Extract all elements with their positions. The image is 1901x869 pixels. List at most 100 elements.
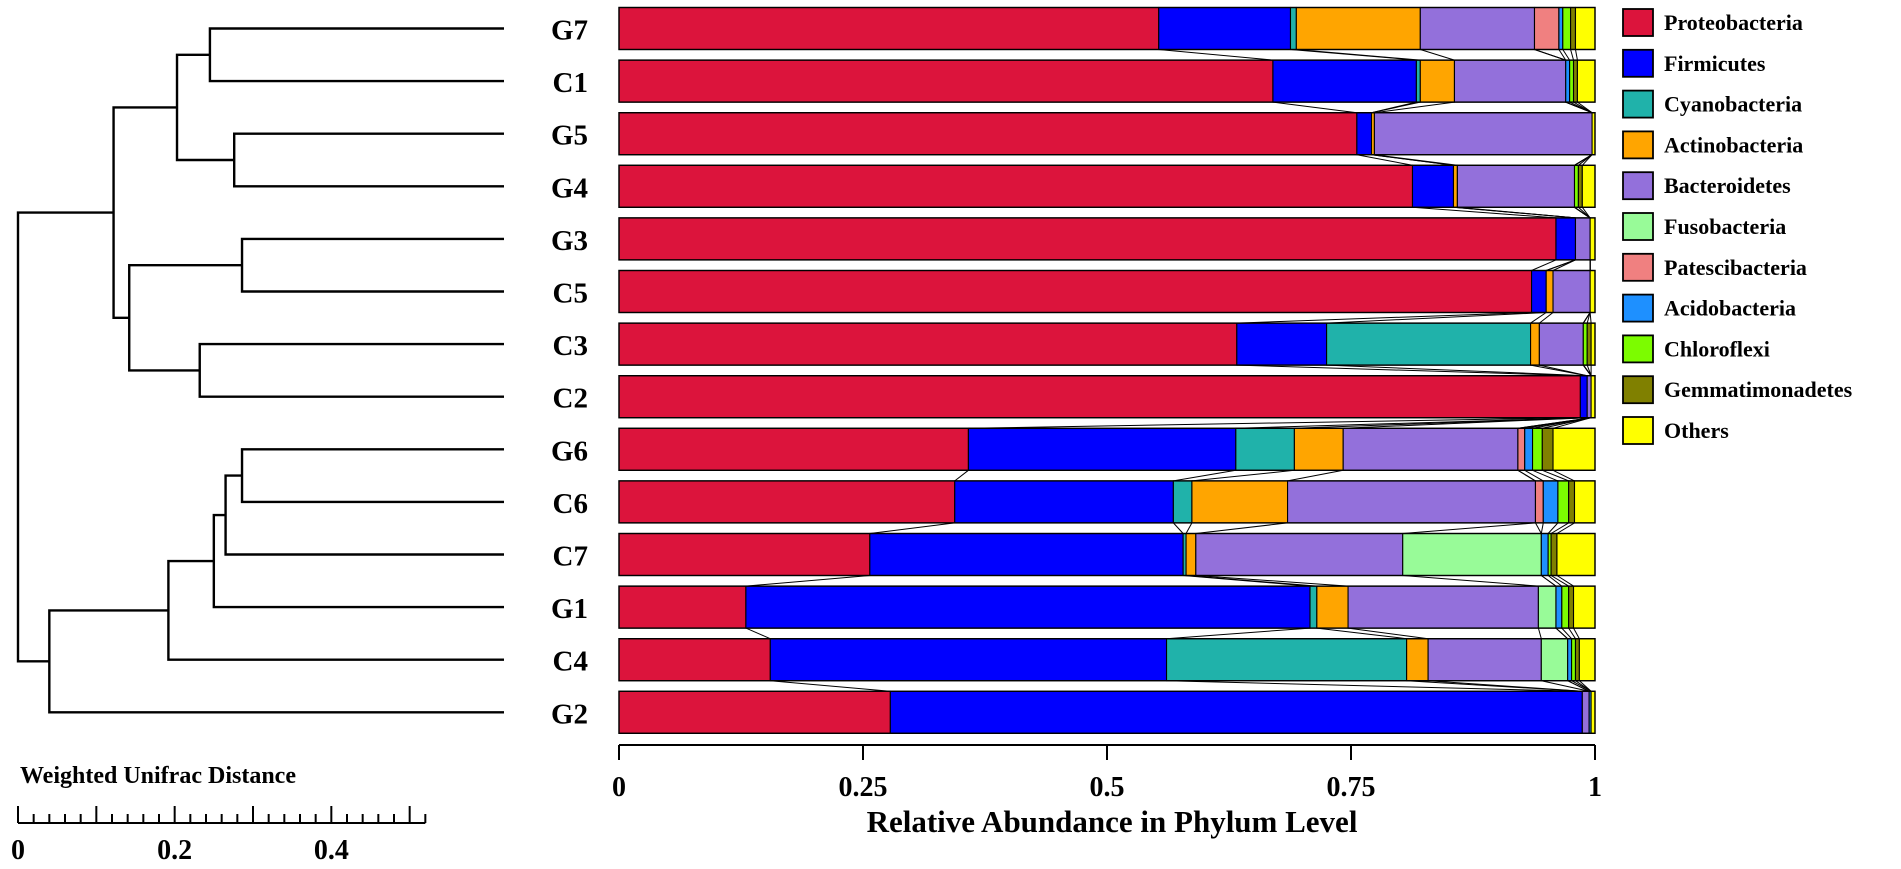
connector-line [1316,627,1407,640]
bar-segment-C6-acidobacteria [1542,480,1559,524]
connector-line [1552,417,1592,429]
connector-line [1374,154,1458,166]
bar-segment-C5-firmicutes [1531,269,1547,314]
bar-segment-G2-firmicutes [889,690,1583,734]
bar-segment-C2-firmicutes [1579,375,1588,419]
connector-line [1236,364,1581,377]
bar-outline-C6 [618,480,1596,524]
connector-line [1296,49,1421,61]
bar-segment-G1-others [1572,585,1596,629]
legend-label-bacteroidetes: Bacteroidetes [1664,173,1791,198]
connector-line [869,522,955,534]
bar-segment-G1-cyanobacteria [1309,585,1318,629]
x-tick-label: 1 [1588,772,1602,803]
sample-labels: G7 C1 G5 G4 G3 C5 C3 C2 G6 C6 C7 G1 C4 G2 [551,15,588,731]
bar-segment-G4-gemmatimonadetes [1577,164,1583,208]
connector-line [1191,469,1295,482]
bar-segment-C7-bacteroidetes [1195,532,1404,577]
bar-segment-G6-acidobacteria [1524,427,1534,471]
bar-segment-G7-chloroflexi [1562,6,1572,51]
sample-label-C1: C1 [553,67,588,99]
sample-label-G3: G3 [551,225,588,257]
legend-label-gemmatimonadetes: Gemmatimonadetes [1664,377,1853,402]
bar-segment-C2-proteobacteria [618,375,1581,419]
tree-axis-title: Weighted Unifrac Distance [20,763,296,789]
bar-segment-C4-proteobacteria [618,638,771,682]
sample-label-G4: G4 [551,172,588,204]
bar-segment-C5-others [1589,269,1596,314]
bar-segment-C3-cyanobacteria [1326,322,1532,366]
bar-segment-G1-bacteroidetes [1347,585,1539,629]
connector-line [1558,49,1567,61]
bar-segment-G7-gemmatimonadetes [1570,6,1577,51]
bar-segment-C1-gemmatimonadetes [1572,59,1578,103]
sample-label-C6: C6 [553,488,588,520]
connector-line [1550,575,1569,587]
sample-label-G7: G7 [551,15,588,47]
bar-segment-C4-acidobacteria [1567,638,1573,682]
connector-line [1556,575,1574,587]
sample-label-G1: G1 [551,593,588,625]
bar-outline-C2 [618,375,1596,419]
bar-segment-G6-others [1552,427,1596,471]
connector-line [1561,627,1572,640]
bar-segment-C7-acidobacteria [1540,532,1549,577]
sample-label-C2: C2 [553,383,588,415]
bar-segment-G1-gemmatimonadetes [1568,585,1575,629]
bar-segment-C1-actinobacteria [1419,59,1456,103]
bar-segment-G1-fusobacteria [1537,585,1557,629]
bar-segment-C7-proteobacteria [618,532,871,577]
bar-segment-C4-fusobacteria [1540,638,1569,682]
bar-segment-C1-chloroflexi [1569,59,1575,103]
connector-line [1535,522,1542,534]
connector-line [1581,207,1591,219]
connector-line [1374,101,1455,114]
bar-outline-C5 [618,269,1596,314]
connector-line [1541,680,1590,692]
connector-line [1574,49,1578,61]
connector-line [1530,312,1547,324]
bar-segment-C6-gemmatimonadetes [1568,480,1576,524]
bar-segment-G1-acidobacteria [1555,585,1563,629]
bar-outline-G4 [618,164,1596,209]
bar-segment-C6-proteobacteria [618,480,956,524]
bar-segment-C6-cyanobacteria [1172,480,1193,524]
connector-line [1539,312,1554,324]
connector-line [1402,575,1539,587]
bar-segment-C2-bacteroidetes [1586,375,1592,419]
bar-segment-C5-actinobacteria [1545,269,1554,314]
connector-line [1412,206,1556,219]
connector-line [745,575,870,587]
bar-segment-C1-cyanobacteria [1415,59,1421,103]
connector-line [1540,522,1544,534]
x-tick-label: 0.75 [1327,772,1376,803]
sample-label-G5: G5 [551,120,588,152]
bar-segment-G7-proteobacteria [618,6,1160,51]
bar-segment-C7-firmicutes [869,532,1184,577]
bar-segment-G6-proteobacteria [618,427,969,471]
bar-segment-G1-firmicutes [745,585,1311,629]
bar-segment-G3-proteobacteria [618,217,1557,261]
connector-line [1573,627,1580,639]
connector-line [1326,364,1588,377]
connector-line [1552,469,1575,482]
bar-segment-C1-proteobacteria [618,59,1274,103]
bar-segment-G7-bacteroidetes [1419,6,1536,51]
bar-segment-C7-gemmatimonadetes [1550,532,1558,577]
connector-line [1547,575,1563,587]
bar-segment-C3-bacteroidetes [1538,322,1584,366]
legend-label-fusobacteria: Fusobacteria [1664,214,1786,239]
dendrogram-branch [167,559,504,661]
dendrogram-branch [112,106,178,319]
bar-segment-C3-gemmatimonadetes [1586,322,1592,366]
bar-segment-G7-patescibacteria [1533,6,1560,51]
connector-line [1578,206,1591,219]
bar-segment-G2-proteobacteria [618,690,891,734]
bar-segment-G2-bacteroidetes [1581,690,1590,734]
legend-swatch-actinobacteria [1622,130,1654,160]
legend-label-patescibacteria: Patescibacteria [1664,255,1807,280]
bar-segment-C6-chloroflexi [1557,480,1570,524]
connector-line [1541,575,1557,587]
connector-line [1173,469,1236,482]
